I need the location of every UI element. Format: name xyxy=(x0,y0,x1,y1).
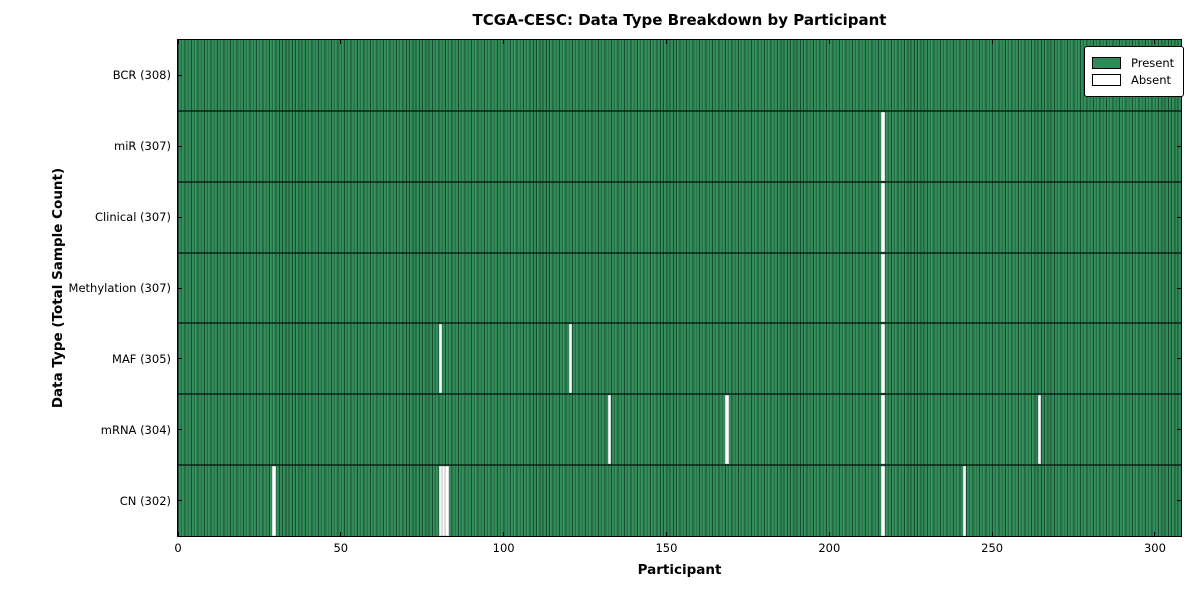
x-tick-label-0: 0 xyxy=(174,541,182,555)
y-tick-label-MAF: MAF (305) xyxy=(112,351,171,366)
absent-gap-miR-216 xyxy=(881,111,885,181)
x-tick-mark xyxy=(340,532,342,536)
y-axis-label: Data Type (Total Sample Count) xyxy=(50,167,66,409)
absent-gap-Clinical-216 xyxy=(881,182,885,252)
plot-area: Present Absent xyxy=(177,39,1185,537)
x-tick-label-250: 250 xyxy=(981,541,1004,555)
legend-entry-absent: Absent xyxy=(1092,73,1174,87)
legend-entry-present: Present xyxy=(1092,56,1174,70)
row-boundary xyxy=(178,393,1181,396)
x-tick-mark xyxy=(991,40,993,44)
absent-gap-mRNA-264 xyxy=(1037,395,1042,465)
absent-gap-MAF-216 xyxy=(881,324,885,394)
y-tick-mark xyxy=(178,500,182,502)
y-tick-mark xyxy=(178,358,182,360)
y-tick-mark xyxy=(178,145,182,147)
absent-gap-MAF-120 xyxy=(568,324,573,394)
y-tick-mark xyxy=(1177,358,1181,360)
present-swatch xyxy=(1092,57,1121,69)
chart-title: TCGA-CESC: Data Type Breakdown by Partic… xyxy=(472,11,887,29)
y-tick-mark xyxy=(178,216,182,218)
absent-gap-CN-80 xyxy=(438,466,443,536)
y-tick-label-Methylation: Methylation (307) xyxy=(68,281,171,295)
legend: Present Absent xyxy=(1084,46,1185,97)
x-tick-mark xyxy=(828,532,830,536)
x-tick-mark xyxy=(1154,532,1156,536)
absent-gap-CN-82 xyxy=(445,466,449,536)
row-boundary xyxy=(178,109,1181,112)
y-tick-label-mRNA: mRNA (304) xyxy=(100,422,171,437)
y-tick-label-miR: miR (307) xyxy=(114,139,171,154)
absent-gap-MAF-80 xyxy=(438,324,443,394)
x-tick-mark xyxy=(665,532,667,536)
x-tick-label-150: 150 xyxy=(655,541,678,555)
y-tick-label-BCR: BCR (308) xyxy=(112,68,171,83)
y-tick-label-CN: CN (302) xyxy=(119,493,171,508)
y-tick-mark xyxy=(178,74,182,76)
x-tick-mark xyxy=(665,40,667,44)
row-boundary xyxy=(178,464,1181,467)
x-tick-mark xyxy=(828,40,830,44)
y-tick-mark xyxy=(178,287,182,289)
legend-label-present: Present xyxy=(1131,56,1175,70)
row-boundary xyxy=(178,251,1181,254)
x-tick-mark xyxy=(991,532,993,536)
x-tick-label-100: 100 xyxy=(492,541,515,555)
absent-gap-mRNA-168 xyxy=(725,395,729,465)
row-boundary xyxy=(178,322,1181,325)
legend-label-absent: Absent xyxy=(1131,73,1172,87)
y-tick-mark xyxy=(1177,429,1181,431)
x-tick-mark xyxy=(503,532,505,536)
absent-gap-CN-241 xyxy=(962,466,967,536)
x-tick-mark xyxy=(503,40,505,44)
absent-gap-mRNA-132 xyxy=(607,395,612,465)
x-tick-mark xyxy=(1154,40,1156,44)
present-bars-background xyxy=(178,40,1181,536)
x-tick-mark xyxy=(178,532,179,536)
absent-gap-CN-81 xyxy=(441,466,446,536)
x-tick-mark xyxy=(340,40,342,44)
x-tick-mark xyxy=(178,40,179,44)
y-tick-mark xyxy=(1177,500,1181,502)
row-boundary xyxy=(178,180,1181,183)
x-tick-label-300: 300 xyxy=(1143,541,1166,555)
absent-gap-CN-29 xyxy=(272,466,276,536)
y-tick-label-Clinical: Clinical (307) xyxy=(94,210,171,225)
absent-swatch xyxy=(1092,74,1121,86)
x-tick-label-200: 200 xyxy=(818,541,841,555)
x-axis-label: Participant xyxy=(637,562,722,578)
absent-gap-Methylation-216 xyxy=(881,253,885,323)
y-tick-mark xyxy=(1177,216,1181,218)
x-tick-label-50: 50 xyxy=(333,541,349,555)
y-tick-mark xyxy=(1177,145,1181,147)
absent-gap-CN-216 xyxy=(881,466,885,536)
y-tick-mark xyxy=(1177,287,1181,289)
y-tick-mark xyxy=(178,429,182,431)
absent-gap-mRNA-216 xyxy=(881,395,885,465)
